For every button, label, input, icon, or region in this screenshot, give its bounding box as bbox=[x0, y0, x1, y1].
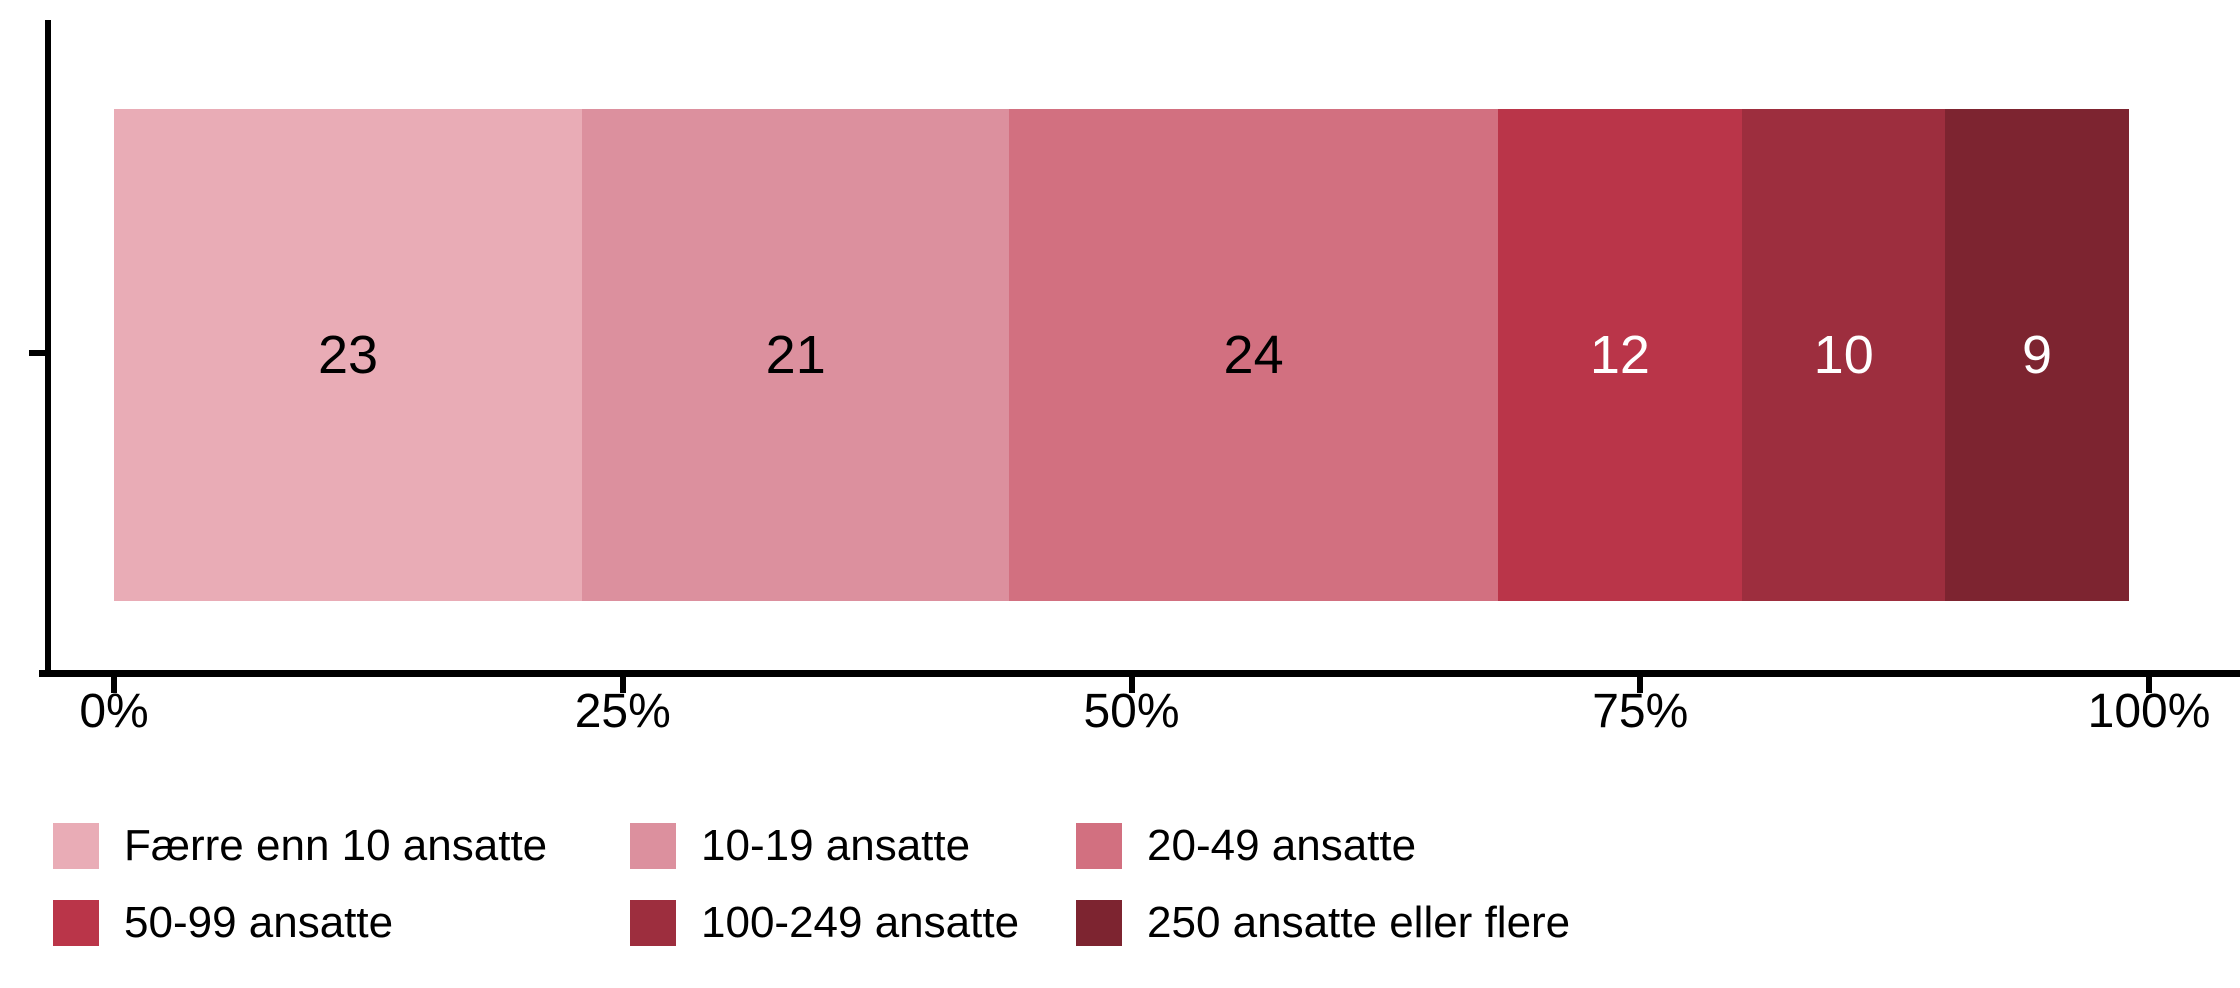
bar-segment-10-19-ansatte: 21 bbox=[582, 109, 1010, 601]
bar-segment-value: 21 bbox=[765, 325, 826, 385]
legend-swatch bbox=[630, 823, 676, 869]
x-axis-tick bbox=[111, 677, 117, 693]
bar-segment-250-ansatte-eller-flere: 9 bbox=[1945, 109, 2129, 601]
legend-label: 250 ansatte eller flere bbox=[1147, 898, 1571, 947]
legend-label: 50-99 ansatte bbox=[124, 898, 394, 947]
bar-segment-20-49-ansatte: 24 bbox=[1009, 109, 1498, 601]
bar-segment-100-249-ansatte: 10 bbox=[1741, 109, 1946, 601]
legend-item-10-19-ansatte: 10-19 ansatte bbox=[630, 823, 970, 869]
bar-segment-50-99-ansatte: 12 bbox=[1497, 109, 1742, 601]
legend-label: 10-19 ansatte bbox=[701, 821, 971, 870]
x-axis-tick bbox=[619, 677, 626, 693]
bar-segment-value: 9 bbox=[2022, 325, 2053, 385]
legend-swatch bbox=[53, 823, 99, 869]
x-axis-tick bbox=[2146, 677, 2152, 693]
legend-swatch bbox=[630, 900, 676, 946]
legend-item-100-249-ansatte: 100-249 ansatte bbox=[630, 900, 1019, 946]
x-axis-tick-label: 100% bbox=[2087, 685, 2211, 738]
x-axis-tick bbox=[1128, 677, 1135, 693]
legend-swatch bbox=[1076, 823, 1122, 869]
bar-segment-f-rre-enn-10-ansatte: 23 bbox=[114, 109, 583, 601]
x-axis-tick bbox=[1637, 677, 1644, 693]
y-axis-tick bbox=[29, 350, 45, 356]
legend-item-250-ansatte-eller-flere: 250 ansatte eller flere bbox=[1076, 900, 1570, 946]
legend-label: 100-249 ansatte bbox=[701, 898, 1020, 947]
x-axis-tick-label: 50% bbox=[1083, 685, 1180, 738]
bar-segment-value: 23 bbox=[317, 325, 379, 385]
legend-swatch bbox=[1076, 900, 1122, 946]
bar-segment-value: 10 bbox=[1813, 325, 1874, 385]
legend-item-20-49-ansatte: 20-49 ansatte bbox=[1076, 823, 1416, 869]
y-axis-line bbox=[45, 20, 51, 677]
legend-label: Færre enn 10 ansatte bbox=[124, 821, 548, 870]
legend-label: 20-49 ansatte bbox=[1147, 821, 1417, 870]
x-axis-tick-label: 25% bbox=[574, 685, 671, 738]
stacked-bar: 23 21 24 12 10 9 bbox=[114, 109, 2129, 601]
bar-segment-value: 12 bbox=[1589, 325, 1650, 385]
legend-item-50-99-ansatte: 50-99 ansatte bbox=[53, 900, 393, 946]
x-axis-line bbox=[39, 670, 2240, 677]
x-axis-tick-label: 75% bbox=[1592, 685, 1689, 738]
legend-swatch bbox=[53, 900, 99, 946]
bar-segment-value: 24 bbox=[1223, 325, 1284, 385]
legend-item-f-rre-enn-10-ansatte: Færre enn 10 ansatte bbox=[53, 823, 547, 869]
x-axis-tick-label: 0% bbox=[79, 685, 149, 738]
